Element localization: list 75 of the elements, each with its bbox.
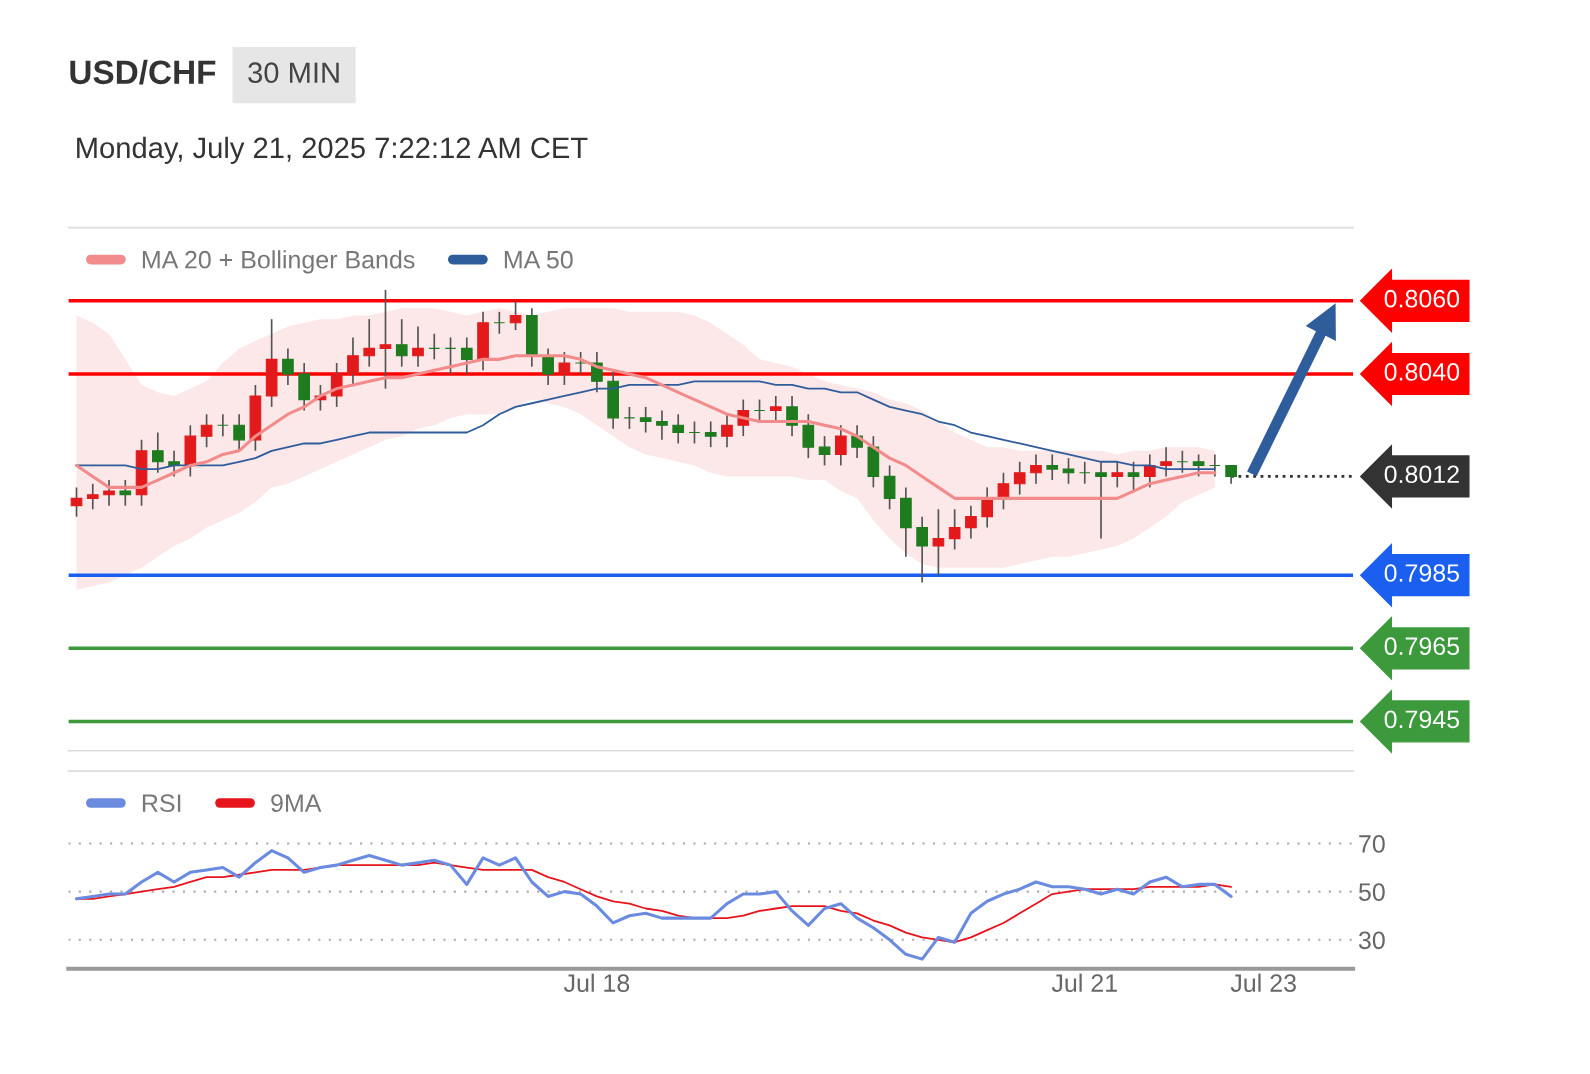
candlestick	[1225, 464, 1237, 485]
candlestick	[948, 508, 961, 551]
ref-line-label: 0.8060	[1384, 289, 1460, 308]
candlestick	[623, 406, 636, 430]
candlestick	[656, 409, 668, 441]
candlestick	[753, 398, 766, 423]
candlestick	[493, 310, 506, 335]
candlestick	[558, 351, 571, 386]
candlestick	[217, 413, 229, 438]
candlestick	[86, 482, 99, 511]
x-tick-label: Jul 18	[563, 973, 630, 992]
ref-line-label: 0.7945	[1384, 710, 1460, 729]
candlestick	[1046, 453, 1059, 481]
candlestick	[981, 486, 994, 529]
candlestick	[70, 486, 83, 518]
candlestick	[428, 332, 441, 361]
candlestick	[542, 347, 554, 386]
candlestick	[1078, 460, 1091, 485]
candlestick	[704, 420, 717, 448]
y-tick-label: 50	[1358, 883, 1385, 901]
candlestick	[509, 300, 522, 331]
legend-label: RSI	[142, 794, 181, 812]
candlestick	[200, 413, 213, 448]
candlestick	[233, 413, 245, 452]
chart-subtitle: 30 MIN	[248, 62, 339, 84]
legend-label: MA 50	[504, 250, 573, 269]
ref-line-label: 0.8012	[1384, 465, 1459, 484]
candlestick	[1062, 457, 1075, 485]
candlestick	[916, 515, 928, 584]
candlestick	[1192, 453, 1205, 478]
candlestick	[1209, 453, 1221, 478]
candlestick	[818, 435, 831, 467]
candlestick	[1111, 460, 1124, 489]
candlestick	[965, 504, 977, 540]
x-tick-label: Jul 23	[1230, 973, 1296, 992]
candlestick	[574, 351, 587, 375]
candlestick	[1143, 453, 1156, 489]
candlestick	[688, 420, 701, 445]
ref-line-label: 0.7965	[1384, 637, 1460, 656]
candlestick	[282, 347, 294, 386]
line-series	[74, 849, 1233, 961]
candlestick	[802, 413, 815, 459]
ref-line-label: 0.7985	[1384, 564, 1460, 582]
y-tick-label: 30	[1358, 931, 1385, 950]
candlestick	[444, 336, 457, 375]
candlestick	[363, 318, 376, 368]
candlestick	[168, 449, 180, 478]
candlestick	[769, 395, 782, 423]
candlestick	[1030, 453, 1042, 485]
candlestick	[103, 479, 115, 507]
candlestick	[1127, 460, 1140, 492]
candlestick	[883, 464, 896, 511]
chart-title: USD/CHF	[70, 59, 216, 85]
candlestick	[672, 413, 685, 445]
candlestick	[412, 325, 424, 368]
candlestick	[932, 508, 945, 576]
candlestick	[119, 479, 132, 507]
x-tick-label: Jul 21	[1051, 973, 1117, 992]
candlestick	[639, 406, 652, 434]
candlestick	[1013, 460, 1026, 496]
candlestick	[395, 318, 408, 368]
ref-line-label: 0.8040	[1384, 363, 1460, 381]
candlestick	[460, 336, 473, 375]
candlestick	[379, 289, 392, 390]
candlestick	[1095, 460, 1107, 540]
candlestick	[347, 336, 359, 386]
candlestick	[721, 413, 733, 448]
text: Monday, July 21, 2025 7:22:12 AM CET	[77, 136, 588, 164]
candlestick	[1160, 446, 1172, 478]
legend-label: 9MA	[271, 794, 322, 812]
candlestick	[834, 424, 847, 467]
y-tick-label: 70	[1359, 835, 1385, 853]
legend-label: MA 20 + Bollinger Bands	[142, 250, 415, 274]
candlestick	[151, 431, 164, 474]
candlestick	[1176, 449, 1189, 474]
